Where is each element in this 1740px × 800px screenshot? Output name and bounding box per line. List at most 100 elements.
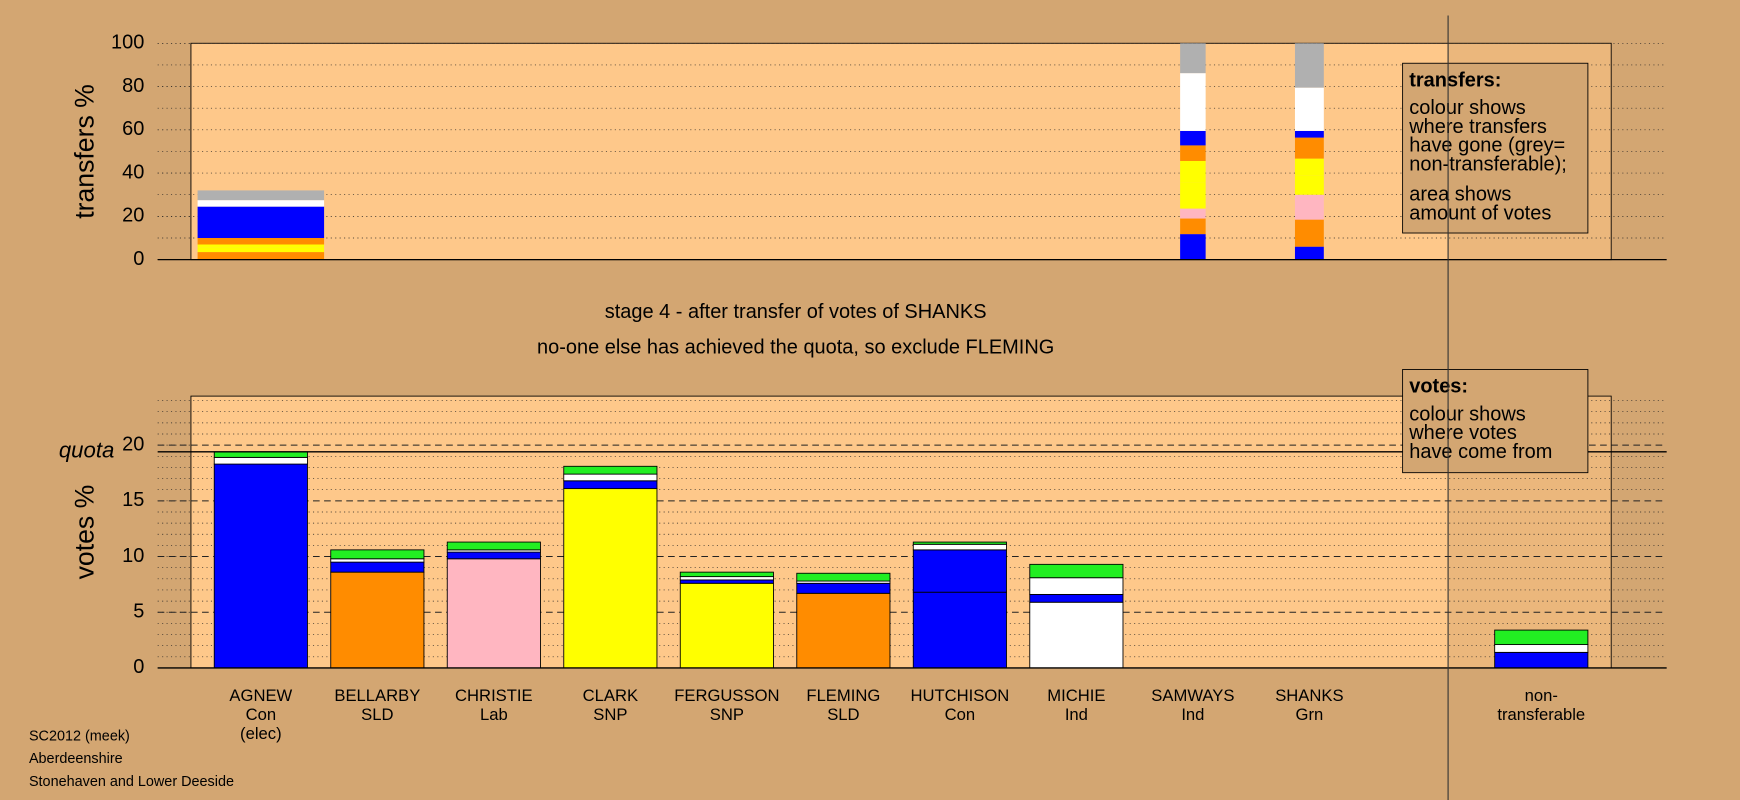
x-tick-label: BELLARBY [334,686,420,705]
bar-segment [197,200,325,207]
legend-text: where transfers [1408,116,1547,138]
bar-segment [1180,43,1206,74]
x-tick-label: transferable [1497,705,1585,724]
bar-segment [563,488,658,669]
chart-subtitle: no-one else has achieved the quota, so e… [537,337,1054,359]
bar-segment [796,572,891,582]
y-axis-label: transfers % [70,84,100,219]
x-tick-label: SLD [827,705,859,724]
bar-segment [446,558,541,669]
y-tick-label: 20 [122,205,144,227]
bar-segment [1294,219,1324,247]
bar-segment [197,190,325,201]
legend-text: colour shows [1409,97,1526,119]
bar-segment [446,541,541,551]
bar-segment [1180,208,1206,219]
bar-segment [1180,218,1206,235]
bar-segment [679,571,774,578]
bar-segment [796,592,891,669]
bar-segment [446,551,541,560]
y-tick-label: 80 [122,75,144,97]
footnote: SC2012 (meek) [29,729,130,745]
bar-segment [213,451,308,458]
x-tick-label: Lab [480,705,508,724]
bar-segment [1180,234,1206,260]
bar-segment [563,473,658,482]
bar-segment [1494,651,1589,669]
bar-segment [330,561,425,573]
bar-segment [197,244,325,248]
bar-segment [679,579,774,584]
bar-segment [1294,137,1324,159]
x-tick-label: SAMWAYS [1151,686,1234,705]
bar-segment [1180,182,1206,209]
legend-text: colour shows [1409,403,1526,425]
quota-label: quota [59,438,115,463]
y-tick-label: 5 [133,601,144,623]
bar-segment [912,591,1007,669]
bar-segment [330,558,425,563]
bar-segment [1294,158,1324,176]
bar-segment [796,582,891,594]
bar-segment [679,576,774,581]
x-tick-label: FLEMING [806,686,880,705]
y-tick-label: 0 [133,656,144,678]
bar-segment [1294,194,1324,220]
bar-segment [197,247,325,253]
bar-segment [1029,601,1124,669]
y-tick-label: 15 [122,489,144,511]
bar-segment [1294,43,1324,88]
plot-area [190,395,1612,669]
x-tick-label: SNP [710,705,744,724]
bar-segment [1029,563,1124,579]
x-tick-label: SLD [361,705,393,724]
bar-segment [1180,145,1206,161]
bar-segment [1180,130,1206,146]
x-tick-label: MICHIE [1047,686,1105,705]
bar-segment [1294,130,1324,138]
x-tick-label: AGNEW [229,686,292,705]
x-tick-label: non- [1525,686,1558,705]
x-tick-label: FERGUSSON [674,686,779,705]
plot-area [190,42,1612,261]
bar-segment [1180,73,1206,131]
x-tick-label: (elec) [240,724,282,743]
x-tick-label: CLARK [583,686,638,705]
bar-segment [213,463,308,669]
x-tick-label: Con [945,705,975,724]
x-tick-label: Grn [1296,705,1324,724]
bar-segment [563,465,658,475]
x-tick-label: SHANKS [1275,686,1343,705]
bar-segment [1294,87,1324,131]
bar-segment [1294,246,1324,260]
y-tick-label: 20 [122,433,144,455]
legend-text: non-transferable); [1409,154,1567,176]
y-tick-label: 40 [122,161,144,183]
x-tick-label: Con [246,705,277,724]
bar-segment [330,549,425,560]
bar-segment [197,206,325,239]
bar-segment [912,543,1007,551]
y-axis-label: votes % [70,485,100,580]
bar-segment [1294,175,1324,195]
y-tick-label: 10 [122,545,144,567]
bar-segment [330,571,425,669]
bar-segment [1029,577,1124,595]
legend-box [1402,62,1589,234]
bar-segment [912,541,1007,545]
x-tick-label: CHRISTIE [455,686,533,705]
bar-segment [563,480,658,490]
legend-heading: transfers: [1409,69,1501,91]
legend-text: where votes [1408,422,1517,444]
bar-segment [1180,160,1206,183]
chart-title: stage 4 - after transfer of votes of SHA… [605,301,987,323]
footnote: Stonehaven and Lower Deeside [29,774,234,790]
legend-box [1402,369,1589,474]
bar-segment [912,549,1007,593]
legend-text: have come from [1409,441,1552,463]
x-tick-label: HUTCHISON [910,686,1009,705]
legend-heading: votes: [1409,376,1468,398]
legend-text: amount of votes [1409,202,1551,224]
